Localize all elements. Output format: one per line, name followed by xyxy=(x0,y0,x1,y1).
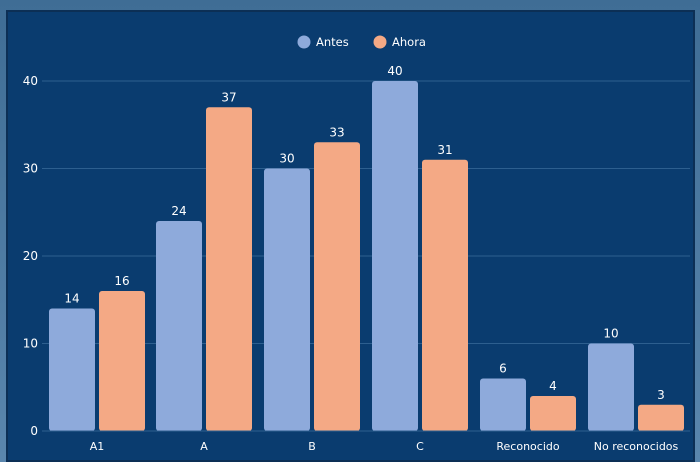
data-label: 10 xyxy=(603,327,618,341)
y-tick-label: 20 xyxy=(23,249,38,263)
data-label: 31 xyxy=(437,143,452,157)
data-label: 3 xyxy=(657,388,665,402)
x-tick-label: C xyxy=(416,440,424,453)
y-tick-label: 0 xyxy=(30,424,38,438)
data-label: 33 xyxy=(329,125,344,139)
bar-ahora-no-reconocidos xyxy=(638,404,684,431)
legend-label: Ahora xyxy=(392,35,426,49)
bar-antes-no-reconocidos xyxy=(588,343,634,431)
data-label: 40 xyxy=(387,64,402,78)
y-tick-label: 10 xyxy=(23,337,38,351)
bar-antes-b xyxy=(264,168,310,431)
data-label: 37 xyxy=(221,90,236,104)
x-tick-label: B xyxy=(308,440,316,453)
bar-ahora-c xyxy=(422,159,468,431)
data-label: 16 xyxy=(114,274,129,288)
bar-antes-reconocido xyxy=(480,378,526,431)
legend-label: Antes xyxy=(316,35,349,49)
bar-ahora-reconocido xyxy=(530,396,576,431)
data-label: 30 xyxy=(279,152,294,166)
data-label: 14 xyxy=(64,292,79,306)
y-tick-label: 40 xyxy=(23,74,38,88)
bar-ahora-b xyxy=(314,142,360,431)
bar-ahora-a1 xyxy=(99,291,145,431)
bar-antes-a1 xyxy=(49,308,95,431)
x-tick-label: No reconocidos xyxy=(594,440,679,453)
x-tick-label: Reconocido xyxy=(496,440,559,453)
data-label: 4 xyxy=(549,379,557,393)
legend-marker xyxy=(373,35,387,49)
bar-antes-c xyxy=(372,81,418,431)
y-tick-label: 30 xyxy=(23,162,38,176)
data-label: 6 xyxy=(499,362,507,376)
x-tick-label: A xyxy=(200,440,208,453)
x-tick-label: A1 xyxy=(90,440,105,453)
data-label: 24 xyxy=(171,204,186,218)
legend-marker xyxy=(297,35,311,49)
bar-antes-a xyxy=(156,221,202,431)
bar-ahora-a xyxy=(206,107,252,431)
